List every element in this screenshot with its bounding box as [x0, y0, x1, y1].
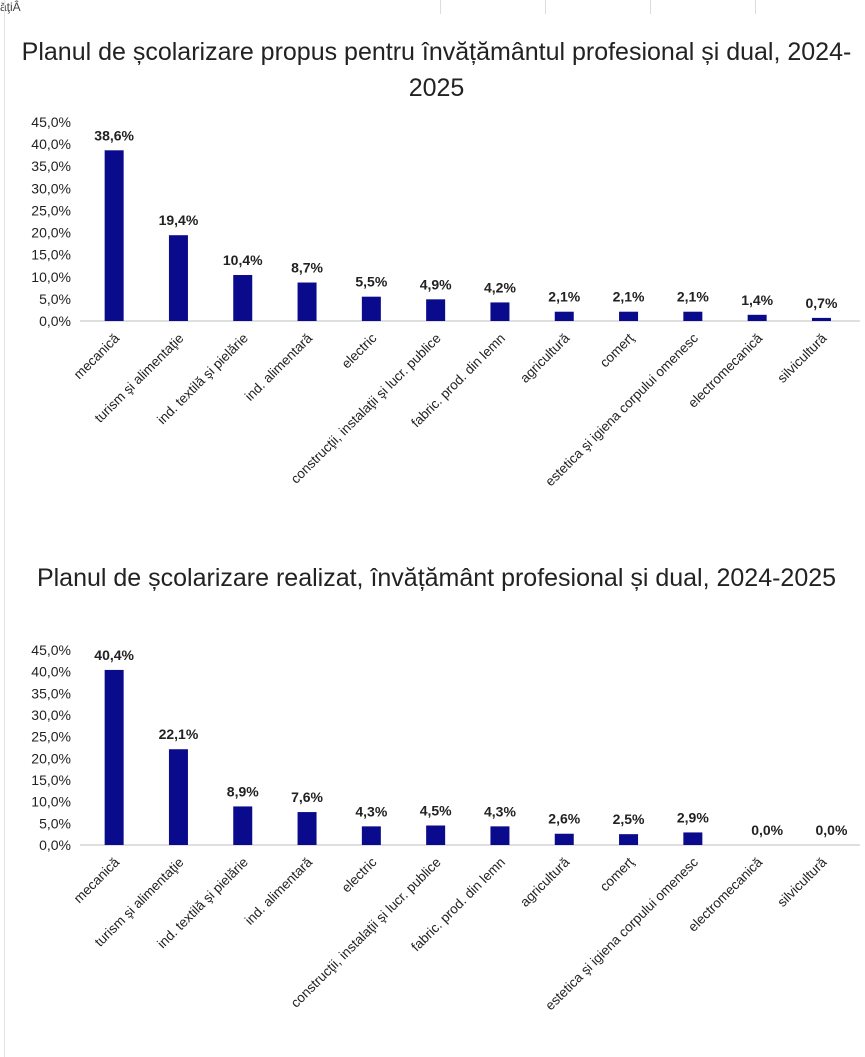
bar: [297, 812, 317, 845]
category-label: agricultură: [517, 330, 573, 386]
y-tick-label: 10,0%: [31, 794, 71, 810]
category-label: ind. alimentară: [242, 854, 316, 928]
category-label: agricultură: [517, 854, 573, 910]
chart-proposed[interactable]: Planul de școlarizare propus pentru învă…: [8, 12, 865, 542]
y-tick-label: 35,0%: [31, 685, 71, 701]
data-label: 4,5%: [420, 803, 452, 819]
data-label: 2,5%: [613, 811, 645, 827]
data-label: 8,9%: [227, 783, 259, 799]
y-tick-label: 25,0%: [31, 729, 71, 745]
bar: [104, 669, 124, 845]
data-label: 2,1%: [677, 289, 709, 305]
data-label: 40,4%: [94, 647, 134, 663]
data-label: 4,2%: [484, 279, 516, 295]
category-label: electric: [339, 330, 380, 371]
data-label: 4,3%: [355, 803, 387, 819]
bar: [426, 299, 446, 321]
y-tick-label: 30,0%: [31, 707, 71, 723]
bar: [361, 296, 381, 321]
bar: [683, 832, 703, 845]
sheet-gridline: [650, 0, 651, 14]
category-label: mecanică: [71, 854, 123, 906]
y-tick-label: 10,0%: [31, 269, 71, 285]
chart-title: Planul de școlarizare propus pentru învă…: [21, 38, 852, 102]
chart-plot-proposed: 0,0% 5,0% 10,0% 15,0% 20,0% 25,0% 30,0% 35,0% 40…: [31, 114, 860, 489]
y-tick-label: 0,0%: [39, 837, 71, 853]
data-label: 0,0%: [815, 822, 847, 838]
bar: [811, 317, 831, 321]
data-label: 0,7%: [805, 295, 837, 311]
cropped-top-text: ăţiÂ: [0, 0, 21, 14]
sheet-gridline: [545, 0, 546, 14]
sheet-gridline: [755, 0, 756, 14]
data-label: 10,4%: [223, 252, 263, 268]
y-tick-label: 25,0%: [31, 202, 71, 218]
y-tick-label: 45,0%: [31, 114, 71, 130]
y-tick-label: 15,0%: [31, 247, 71, 263]
y-tick-label: 35,0%: [31, 158, 71, 174]
data-label: 2,6%: [548, 811, 580, 827]
y-tick-label: 40,0%: [31, 136, 71, 152]
y-tick-label: 30,0%: [31, 180, 71, 196]
y-tick-label: 0,0%: [39, 313, 71, 329]
bar: [233, 275, 253, 321]
data-label: 8,7%: [291, 260, 323, 276]
bar: [683, 311, 703, 321]
y-tick-label: 45,0%: [31, 642, 71, 658]
y-tick-label: 20,0%: [31, 225, 71, 241]
bar: [168, 749, 188, 845]
chart-plot-realized: 0,0% 5,0% 10,0% 15,0% 20,0% 25,0% 30,0% 35,0% 40…: [31, 642, 860, 1013]
category-label: silvicultură: [774, 854, 830, 910]
bar: [554, 311, 574, 321]
category-label: ind. alimentară: [242, 330, 316, 404]
data-label: 2,1%: [548, 289, 580, 305]
category-label: comerţ: [597, 854, 637, 894]
bar: [426, 825, 446, 845]
bar: [619, 834, 639, 845]
category-label: silvicultură: [774, 330, 830, 386]
data-label: 7,6%: [291, 789, 323, 805]
data-label: 38,6%: [94, 127, 134, 143]
data-label: 22,1%: [159, 726, 199, 742]
data-label: 2,9%: [677, 809, 709, 825]
sheet-frame-line: [4, 0, 5, 1057]
y-tick-label: 15,0%: [31, 772, 71, 788]
category-label: mecanică: [71, 330, 123, 382]
bar: [490, 826, 510, 845]
y-tick-label: 5,0%: [39, 291, 71, 307]
data-label: 5,5%: [355, 274, 387, 290]
sheet-gridline: [440, 0, 441, 14]
category-label: comerţ: [597, 330, 637, 370]
data-label: 19,4%: [159, 212, 199, 228]
bar: [490, 302, 510, 321]
y-tick-label: 5,0%: [39, 815, 71, 831]
bar: [361, 826, 381, 845]
bar: [104, 150, 124, 321]
chart-realized[interactable]: Planul de școlarizare realizat, învățămâ…: [8, 540, 865, 1057]
y-tick-label: 40,0%: [31, 664, 71, 680]
bar: [233, 806, 253, 845]
y-tick-label: 20,0%: [31, 750, 71, 766]
chart-title: Planul de școlarizare realizat, învățămâ…: [36, 564, 837, 592]
data-label: 0,0%: [751, 822, 783, 838]
bar: [747, 314, 767, 321]
data-label: 1,4%: [741, 292, 773, 308]
data-label: 2,1%: [613, 289, 645, 305]
category-label: electric: [339, 854, 380, 895]
data-label: 4,3%: [484, 803, 516, 819]
bar: [619, 311, 639, 321]
bar: [297, 282, 317, 321]
bar: [554, 833, 574, 845]
data-label: 4,9%: [420, 276, 452, 292]
bar: [168, 235, 188, 321]
